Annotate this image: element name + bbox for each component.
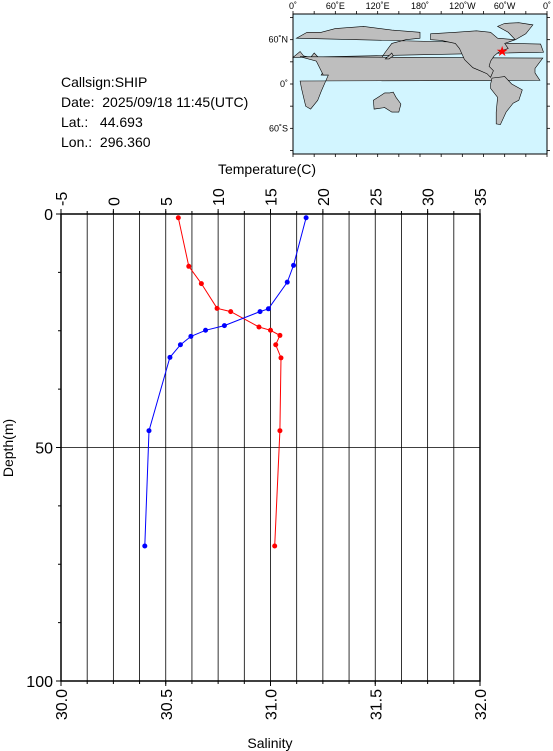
chart-grid (60, 213, 481, 682)
salinity-tick-label: 30.0 (54, 689, 71, 720)
temperature-point (256, 324, 262, 330)
salinity-point (265, 306, 271, 312)
map-land (292, 22, 544, 125)
map-lon-label: 0˚ (543, 1, 551, 11)
temperature-tick-label: -5 (54, 192, 71, 206)
temperature-tick-label: 15 (264, 188, 281, 206)
salinity-tick-label: 30.5 (159, 689, 176, 720)
temperature-point (175, 215, 181, 221)
temperature-point (214, 305, 220, 311)
land-shape-4 (490, 76, 523, 125)
callsign-text: Callsign:SHIP (61, 74, 148, 90)
latitude-text: Lat.: 44.693 (61, 114, 143, 130)
salinity-point (257, 309, 263, 315)
temperature-point (277, 428, 283, 434)
temperature-point (278, 355, 284, 361)
salinity-point (221, 323, 227, 329)
temperature-tick-label: 25 (368, 188, 385, 206)
temperature-tick-label: 35 (473, 188, 490, 206)
salinity-point (203, 327, 209, 333)
salinity-point (291, 262, 297, 268)
salinity-point (146, 428, 152, 434)
salinity-point (177, 342, 183, 348)
map-lon-label: 120˚E (366, 1, 390, 11)
map-lon-label: 180˚ (411, 1, 429, 11)
map-lat-label: 60˚S (269, 123, 288, 133)
station-info: Callsign:SHIP Date: 2025/09/18 11:45(UTC… (61, 72, 248, 152)
depth-tick-label: 100 (26, 674, 53, 691)
salinity-point (284, 279, 290, 285)
salinity-point (142, 543, 148, 549)
chart-series (142, 215, 309, 549)
salinity-tick-label: 31.5 (368, 689, 385, 720)
depth-axis-label: Depth(m) (0, 419, 16, 477)
land-shape-2 (373, 91, 402, 113)
temperature-point (186, 263, 192, 269)
temperature-line (177, 217, 282, 547)
station-marker: ★ (496, 44, 509, 60)
depth-tick-label: 50 (35, 441, 53, 458)
temperature-point (198, 281, 204, 287)
depth-tick-label: 0 (44, 207, 53, 224)
salinity-point (303, 215, 309, 221)
date-text: Date: 2025/09/18 11:45(UTC) (61, 94, 249, 110)
salinity-tick-label: 31.0 (264, 689, 281, 720)
longitude-text: Lon.: 296.360 (61, 134, 151, 150)
temperature-point (268, 327, 273, 333)
land-shape-6 (384, 52, 394, 60)
temperature-tick-label: 20 (316, 188, 333, 206)
salinity-axis: 30.0 30.5 31.0 31.5 32.0 (54, 681, 490, 720)
temperature-tick-label: 5 (159, 197, 176, 206)
temperature-axis-label: Temperature(C) (218, 161, 316, 177)
location-map: 0˚ 60˚E 120˚E 180˚ 120˚W 60˚W 0˚ 60˚N 0˚ 60˚S ★ (268, 1, 551, 157)
land-shape-3 (430, 30, 516, 78)
salinity-axis-label: Salinity (247, 735, 292, 751)
temperature-point (273, 342, 279, 348)
map-lon-label: 60˚W (494, 1, 516, 11)
temperature-point (277, 332, 283, 338)
salinity-line (144, 217, 307, 547)
land-shape-5 (496, 22, 534, 41)
map-lat-label: 0˚ (280, 79, 288, 89)
map-frame (290, 11, 550, 157)
temperature-point (272, 543, 278, 549)
salinity-point (188, 333, 194, 339)
map-lat-label: 60˚N (268, 35, 288, 45)
temperature-tick-label: 10 (211, 188, 228, 206)
map-lon-label: 120˚W (449, 1, 476, 11)
map-labels: 0˚ 60˚E 120˚E 180˚ 120˚W 60˚W 0˚ 60˚N 0˚ 60˚S (268, 1, 551, 133)
temperature-tick-label: 0 (106, 197, 123, 206)
salinity-point (167, 354, 173, 360)
map-lon-label: 0˚ (289, 1, 297, 11)
depth-axis: 0 50 100 (26, 207, 61, 691)
map-lon-label: 60˚E (326, 1, 345, 11)
salinity-tick-label: 32.0 (473, 689, 490, 720)
temperature-tick-label: 30 (421, 188, 438, 206)
temperature-point (228, 309, 234, 315)
temperature-axis: -5 0 5 10 15 20 25 30 35 (54, 188, 490, 214)
